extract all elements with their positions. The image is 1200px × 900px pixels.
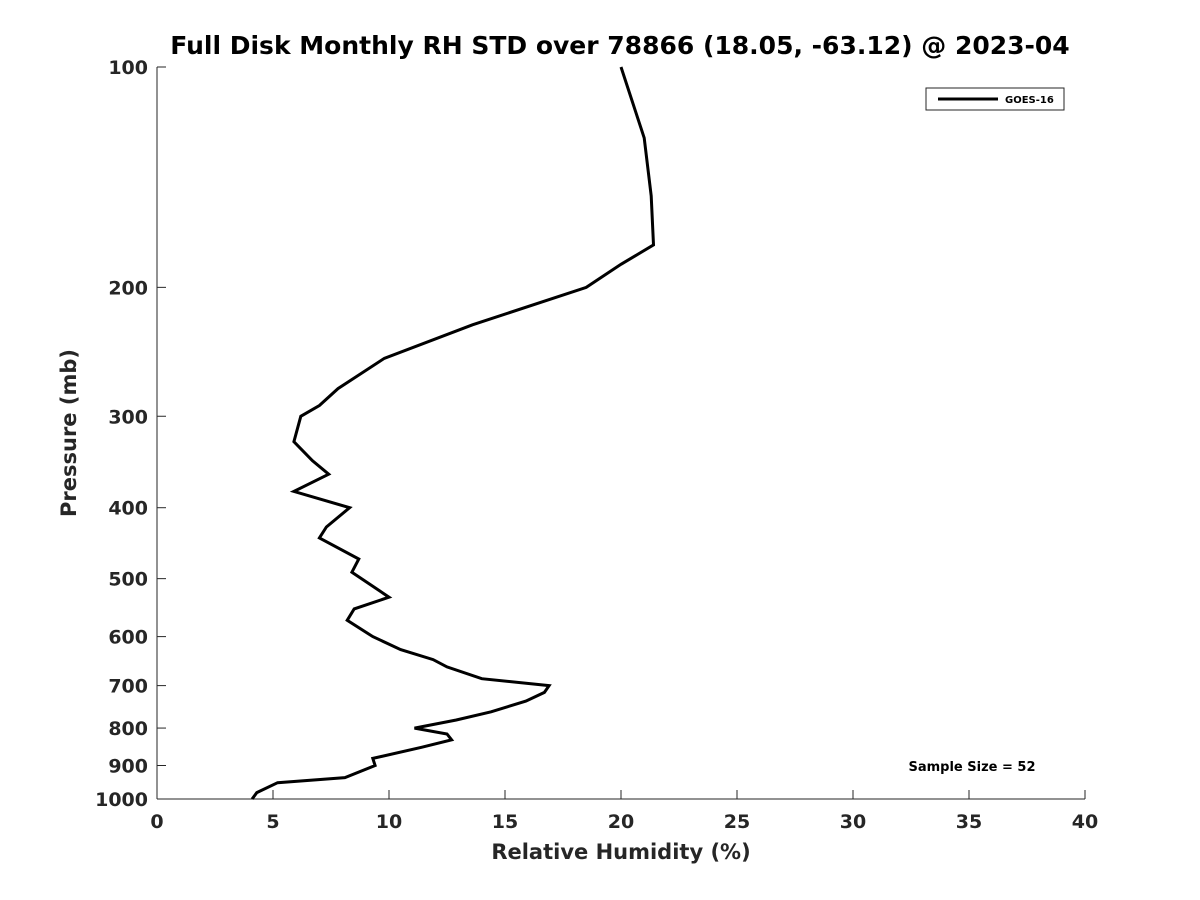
x-tick-label: 35 (956, 811, 982, 833)
y-tick-label: 900 (108, 756, 148, 778)
y-axis-ticks: 100 200 300 400 500 600 700 800 900 1000 (95, 57, 166, 811)
x-tick-label: 10 (376, 811, 402, 833)
y-tick-label: 1000 (95, 789, 148, 811)
y-tick-label: 600 (108, 627, 148, 649)
y-tick-label: 100 (108, 57, 148, 79)
x-tick-label: 0 (150, 811, 163, 833)
chart-title: Full Disk Monthly RH STD over 78866 (18.… (170, 31, 1069, 60)
plot-area: 0 5 10 15 20 25 30 35 40 100 200 300 400 500 600 700 80… (95, 57, 1098, 833)
series-line-goes-16 (250, 66, 656, 800)
legend-entry-goes-16: GOES-16 (1005, 95, 1054, 106)
x-tick-label: 30 (840, 811, 866, 833)
y-tick-label: 300 (108, 406, 148, 428)
y-tick-label: 200 (108, 277, 148, 299)
series-layer (250, 66, 656, 800)
y-tick-label: 400 (108, 498, 148, 520)
x-tick-label: 15 (492, 811, 518, 833)
x-axis-ticks: 0 5 10 15 20 25 30 35 40 (150, 790, 1098, 833)
y-tick-label: 800 (108, 718, 148, 740)
legend: GOES-16 (925, 87, 1065, 111)
plot-background (157, 67, 1085, 799)
y-tick-label: 700 (108, 676, 148, 698)
x-tick-label: 5 (266, 811, 279, 833)
x-tick-label: 25 (724, 811, 750, 833)
sample-size-annotation: Sample Size = 52 (908, 760, 1035, 775)
y-axis-label: Pressure (mb) (57, 349, 81, 517)
x-tick-label: 40 (1072, 811, 1098, 833)
x-tick-label: 20 (608, 811, 634, 833)
y-tick-label: 500 (108, 569, 148, 591)
x-axis-label: Relative Humidity (%) (491, 840, 750, 864)
